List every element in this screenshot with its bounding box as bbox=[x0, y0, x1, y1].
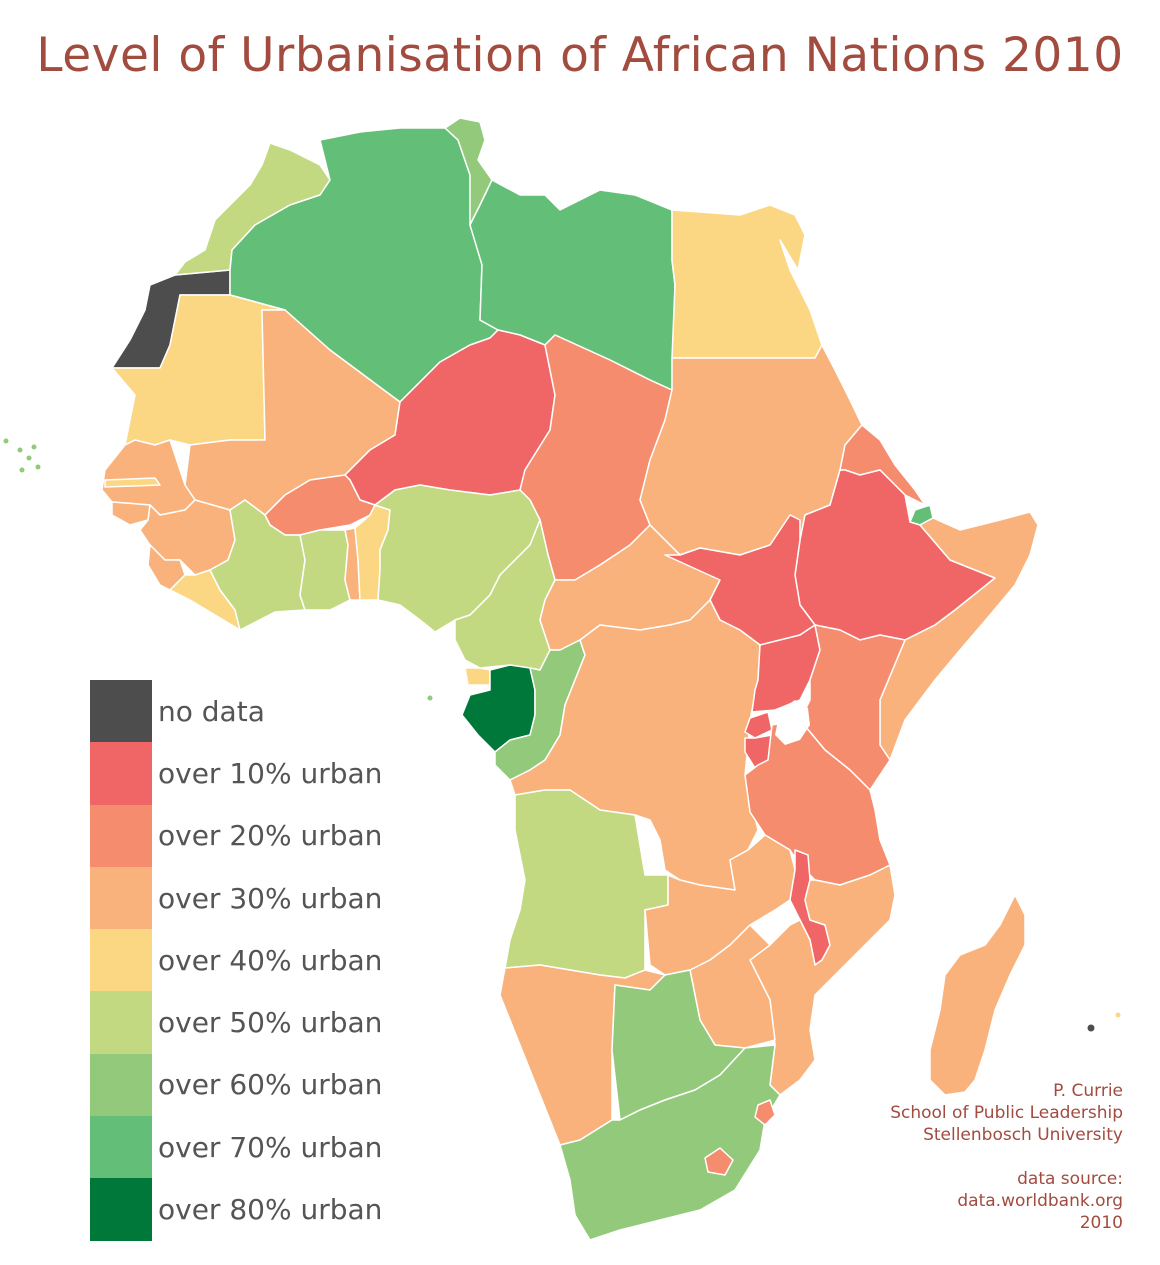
country-south-africa bbox=[559, 1044, 781, 1241]
legend-item: over 30% urban bbox=[90, 866, 383, 930]
credit-author: P. Currie bbox=[1053, 1081, 1123, 1101]
country-mauritania bbox=[111, 294, 286, 446]
country-equatorial-guinea bbox=[464, 667, 491, 686]
country-somalia bbox=[879, 511, 1039, 761]
legend-label: over 20% urban bbox=[158, 819, 383, 853]
country-lesotho bbox=[704, 1147, 734, 1176]
country-zambia bbox=[644, 834, 796, 976]
credit-source-url: data.worldbank.org bbox=[957, 1191, 1123, 1211]
legend-swatch bbox=[90, 929, 152, 992]
country-sao-tome bbox=[427, 695, 433, 701]
legend-item: over 70% urban bbox=[90, 1116, 383, 1179]
country-egypt bbox=[671, 204, 823, 359]
legend-swatch bbox=[90, 742, 152, 805]
legend-swatch bbox=[90, 991, 152, 1054]
country-ghana bbox=[299, 529, 351, 611]
country-mauritius bbox=[1115, 1012, 1121, 1018]
legend-swatch bbox=[90, 1053, 152, 1117]
legend-item: over 10% urban bbox=[90, 742, 383, 805]
legend-item: over 80% urban bbox=[90, 1178, 383, 1241]
credit-university: Stellenbosch University bbox=[923, 1125, 1123, 1145]
credit-source-label: data source: bbox=[1017, 1169, 1123, 1189]
legend-swatch bbox=[90, 1116, 152, 1179]
legend: no data over 10% urban over 20% urban over … bbox=[90, 680, 382, 1241]
country-madagascar bbox=[929, 894, 1026, 1096]
legend-label: over 80% urban bbox=[158, 1193, 383, 1227]
legend-item: over 50% urban bbox=[90, 991, 383, 1054]
country-cape-verde bbox=[3, 438, 41, 473]
country-gambia bbox=[104, 477, 161, 488]
credits: P. Currie School of Public Leadership St… bbox=[890, 1080, 1123, 1234]
country-guinea-bissau bbox=[111, 501, 151, 526]
legend-swatch bbox=[90, 680, 152, 743]
legend-label: over 70% urban bbox=[158, 1130, 383, 1164]
country-swaziland bbox=[754, 1099, 776, 1126]
legend-label: over 50% urban bbox=[158, 1006, 383, 1040]
legend-label: over 40% urban bbox=[158, 943, 383, 977]
legend-swatch bbox=[90, 866, 152, 930]
map-title: Level of Urbanisation of African Nations… bbox=[36, 28, 1124, 83]
legend-label: over 60% urban bbox=[158, 1068, 383, 1102]
legend-item: over 40% urban bbox=[90, 929, 383, 992]
legend-item: over 20% urban bbox=[90, 804, 383, 867]
legend-label: no data bbox=[158, 694, 265, 728]
legend-label: over 10% urban bbox=[158, 756, 383, 790]
country-uganda bbox=[751, 624, 821, 713]
credit-org: School of Public Leadership bbox=[890, 1103, 1123, 1123]
country-comoros bbox=[1087, 1024, 1095, 1032]
legend-label: over 30% urban bbox=[158, 881, 383, 915]
country-kenya bbox=[799, 624, 906, 791]
country-rwanda bbox=[744, 711, 773, 739]
legend-swatch bbox=[90, 1178, 152, 1241]
credit-year: 2010 bbox=[1079, 1213, 1123, 1233]
lake-victoria bbox=[775, 700, 810, 745]
legend-item: over 60% urban bbox=[90, 1053, 383, 1117]
legend-item: no data bbox=[90, 680, 382, 743]
legend-swatch bbox=[90, 804, 152, 867]
